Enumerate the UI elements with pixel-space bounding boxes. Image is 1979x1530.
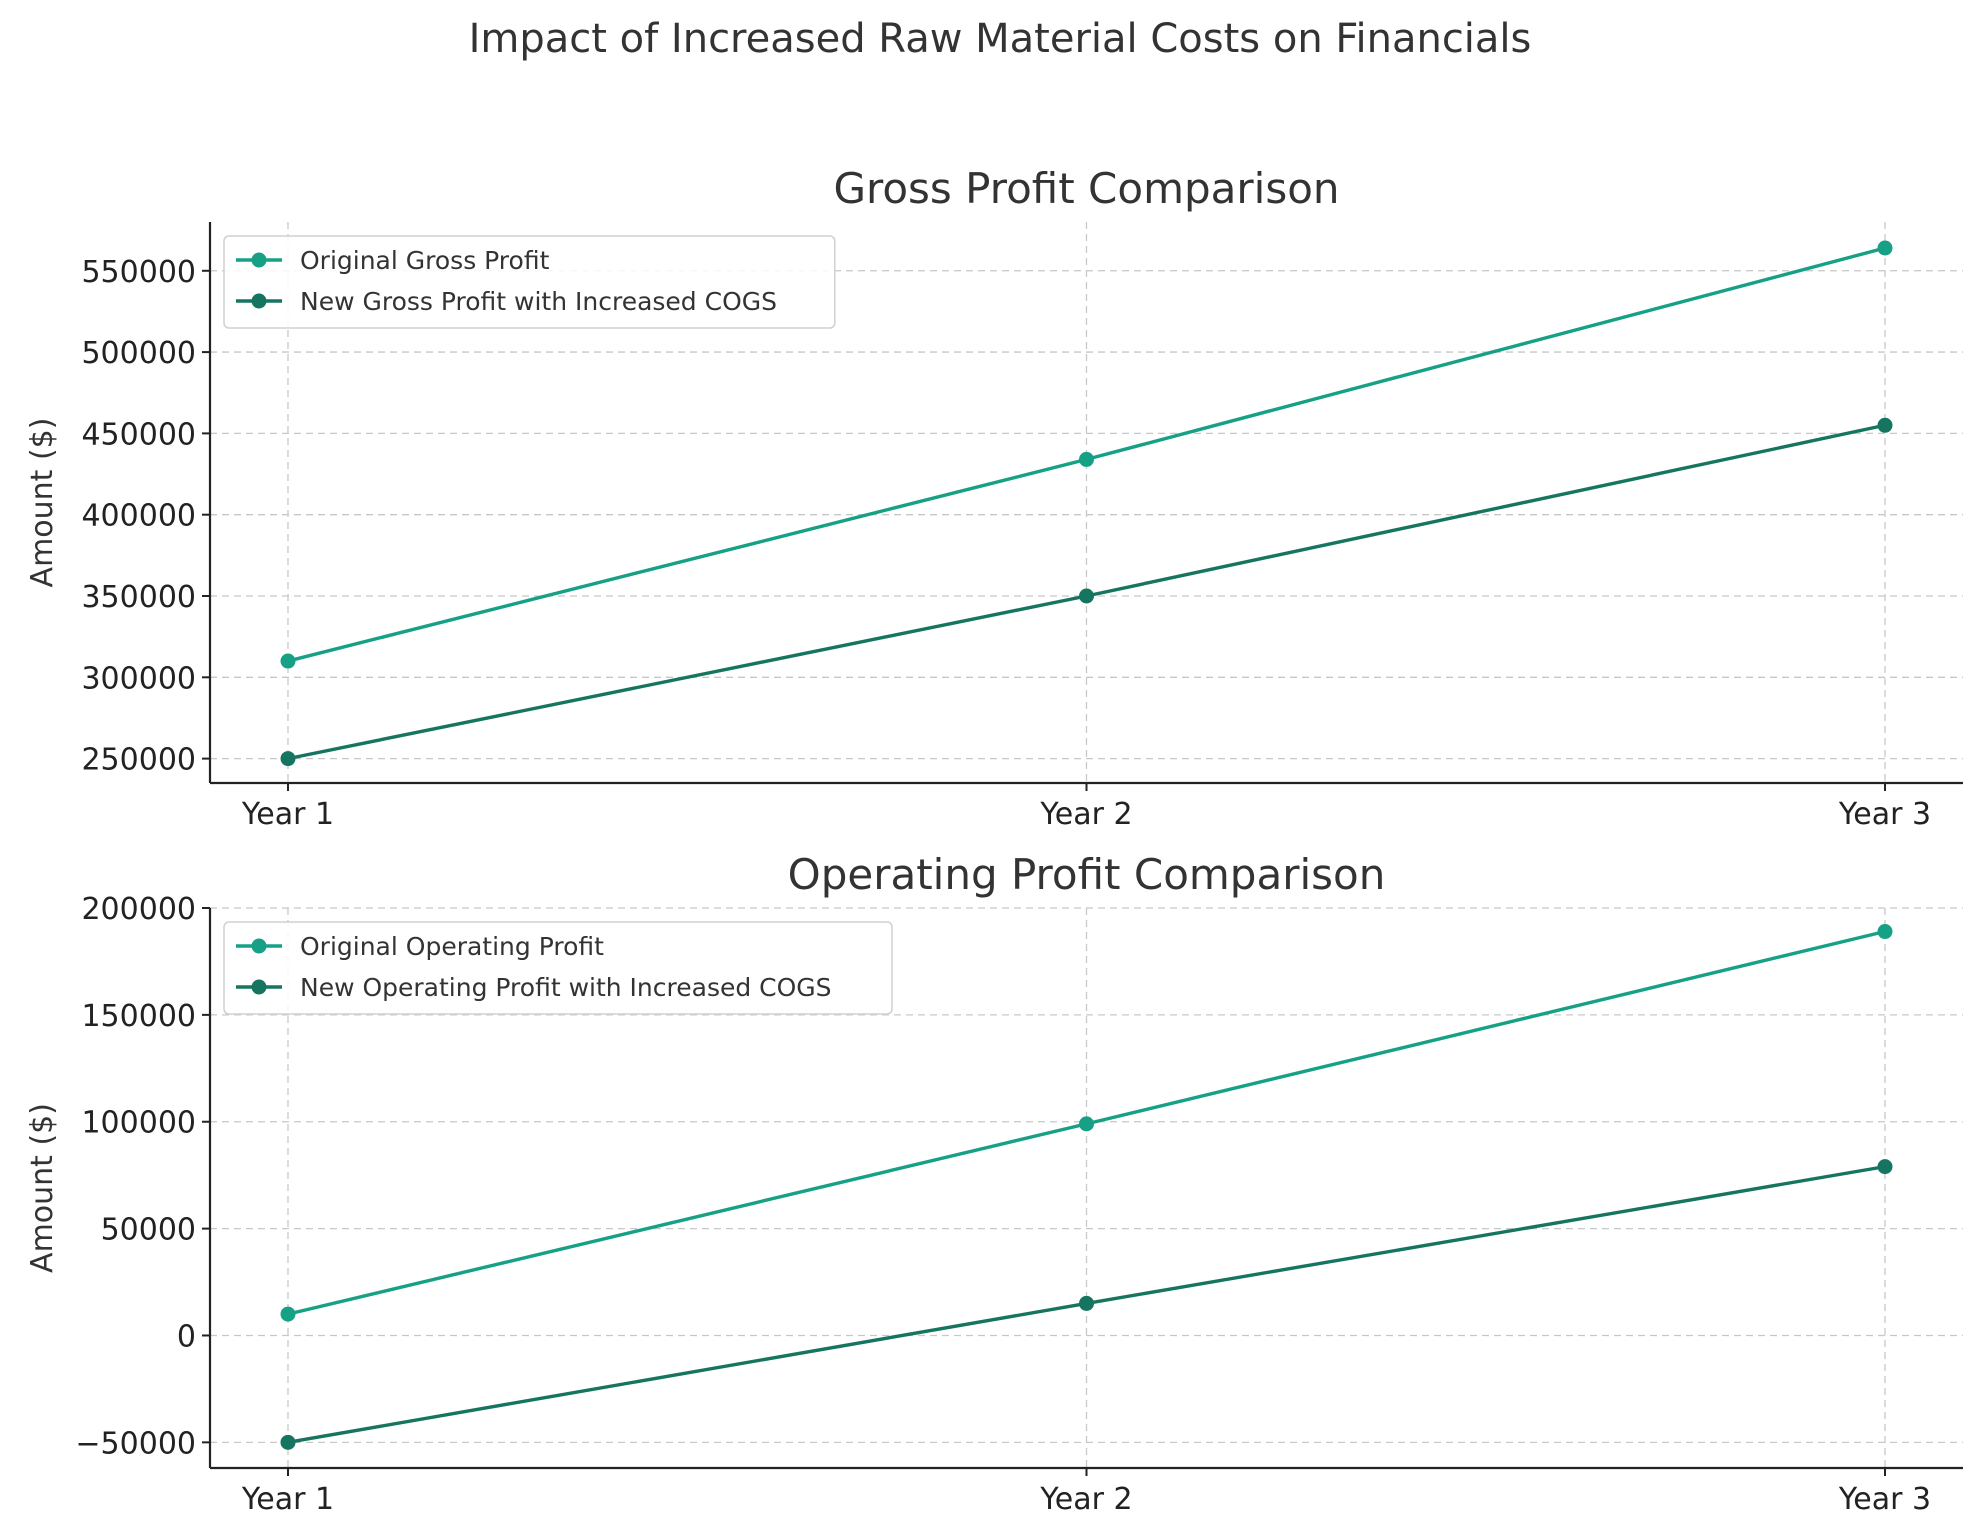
y-tick-label: 550000 bbox=[81, 255, 196, 290]
y-tick-label: 400000 bbox=[81, 499, 196, 534]
x-tick-label: Year 3 bbox=[1838, 797, 1931, 832]
panel-title: Gross Profit Comparison bbox=[833, 164, 1339, 213]
data-point bbox=[280, 751, 296, 767]
legend-box bbox=[223, 921, 893, 1015]
data-point bbox=[280, 1434, 296, 1450]
legend-marker bbox=[251, 938, 267, 954]
chart-panels: Gross Profit Comparison 250000 300000 35000… bbox=[25, 164, 1963, 1517]
y-tick-label: 150000 bbox=[81, 999, 196, 1034]
legend-marker bbox=[251, 979, 267, 995]
y-tick-label: 250000 bbox=[81, 743, 196, 778]
y-axis-label: Amount ($) bbox=[25, 1103, 60, 1273]
chart-panel-2: Operating Profit Comparison −50000 0 50000 1… bbox=[25, 850, 1963, 1517]
figure-title: Impact of Increased Raw Material Costs o… bbox=[469, 16, 1532, 62]
legend-label: New Operating Profit with Increased COGS bbox=[300, 973, 832, 1002]
data-point bbox=[280, 1306, 296, 1322]
legend-marker bbox=[251, 252, 267, 268]
x-tick-label: Year 2 bbox=[1039, 1482, 1132, 1517]
legend: Original Operating Profit New Operating P… bbox=[223, 921, 893, 1015]
legend-label: Original Gross Profit bbox=[300, 246, 550, 275]
legend-label: Original Operating Profit bbox=[300, 932, 604, 961]
data-point bbox=[280, 653, 296, 669]
legend-label: New Gross Profit with Increased COGS bbox=[300, 287, 777, 316]
y-tick-label: 450000 bbox=[81, 417, 196, 452]
data-point bbox=[1877, 240, 1893, 256]
y-tick-label: 200000 bbox=[81, 892, 196, 927]
y-tick-label: 500000 bbox=[81, 336, 196, 371]
x-tick-label: Year 2 bbox=[1039, 797, 1132, 832]
data-point bbox=[1877, 924, 1893, 940]
x-tick-label: Year 3 bbox=[1838, 1482, 1931, 1517]
data-point bbox=[1079, 1116, 1094, 1132]
y-tick-label: 0 bbox=[177, 1319, 196, 1354]
y-tick-label: −50000 bbox=[75, 1426, 196, 1461]
data-point bbox=[1877, 417, 1893, 433]
chart-panel-1: Gross Profit Comparison 250000 300000 35000… bbox=[25, 164, 1963, 832]
legend-box bbox=[223, 235, 836, 329]
y-tick-label: 50000 bbox=[101, 1213, 196, 1248]
y-tick-label: 100000 bbox=[81, 1106, 196, 1141]
data-point bbox=[1877, 1159, 1893, 1175]
y-tick-label: 350000 bbox=[81, 580, 196, 615]
x-tick-label: Year 1 bbox=[241, 1482, 334, 1517]
data-point bbox=[1079, 451, 1094, 467]
legend: Original Gross Profit New Gross Profit wi… bbox=[223, 235, 836, 329]
legend-marker bbox=[251, 293, 267, 309]
y-axis-label: Amount ($) bbox=[25, 418, 60, 588]
data-point bbox=[1079, 588, 1094, 604]
panel-title: Operating Profit Comparison bbox=[788, 850, 1386, 899]
data-point bbox=[1079, 1295, 1094, 1311]
y-tick-label: 300000 bbox=[81, 661, 196, 696]
x-tick-label: Year 1 bbox=[241, 797, 334, 832]
